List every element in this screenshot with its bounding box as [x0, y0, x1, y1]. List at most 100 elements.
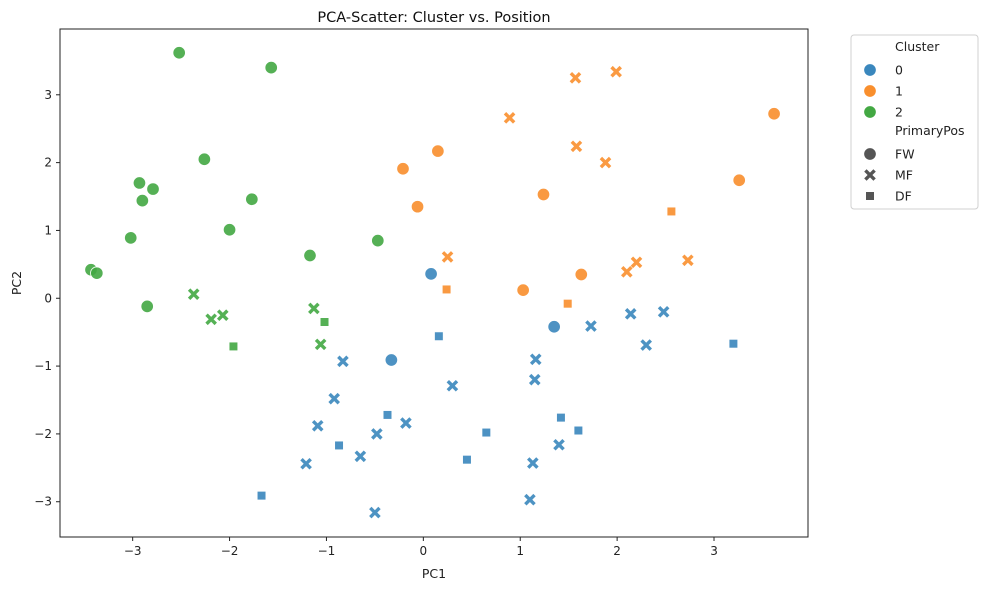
data-point: [140, 299, 154, 314]
data-point: [640, 339, 652, 351]
data-point: [728, 339, 738, 349]
data-point: [524, 493, 536, 506]
data-point: [123, 231, 138, 245]
x-axis-label: PC1: [422, 566, 446, 581]
points-layer: [84, 45, 781, 519]
data-point: [441, 251, 454, 263]
data-point: [553, 438, 565, 451]
y-tick-label: −2: [34, 427, 52, 441]
legend-label-cluster-1: 1: [895, 84, 903, 99]
data-point: [446, 379, 459, 392]
data-point: [300, 457, 312, 470]
data-point: [146, 182, 160, 196]
data-point: [371, 428, 383, 440]
x-tick-label: −1: [318, 544, 336, 558]
data-point: [585, 320, 597, 332]
data-point: [396, 161, 410, 176]
x-tick-label: 2: [613, 544, 621, 558]
x-tick-label: 0: [420, 544, 428, 558]
data-point: [767, 107, 781, 121]
legend-box: [850, 34, 979, 210]
data-point: [172, 45, 186, 60]
legend-marker-cluster-2: [863, 105, 877, 119]
data-point: [187, 288, 200, 300]
data-point: [245, 192, 259, 206]
y-tick-label: 3: [44, 88, 52, 102]
data-point: [431, 144, 445, 158]
data-point: [135, 193, 150, 208]
data-point: [529, 353, 542, 366]
y-tick-label: 1: [44, 223, 52, 237]
data-point: [630, 256, 643, 269]
data-point: [547, 319, 561, 334]
data-point: [303, 248, 317, 263]
data-point: [382, 410, 393, 420]
data-point: [424, 267, 438, 281]
data-point: [666, 206, 676, 217]
legend-label-fw: FW: [895, 147, 915, 162]
data-point: [132, 176, 147, 190]
data-point: [624, 308, 637, 320]
x-tick-label: −2: [221, 544, 239, 558]
data-point: [682, 254, 694, 267]
data-point: [354, 450, 367, 463]
data-point: [197, 152, 212, 166]
data-point: [256, 491, 267, 501]
legend-title-cluster: Cluster: [895, 39, 940, 54]
data-point: [599, 156, 612, 169]
data-point: [222, 223, 237, 237]
data-point: [337, 355, 349, 368]
legend-label-mf: MF: [895, 168, 913, 183]
legend-marker-mf: [864, 169, 876, 181]
data-point: [434, 331, 444, 341]
legend-title-primarypos: PrimaryPos: [895, 123, 965, 138]
y-axis: −3 −2 −1 0 1 2 3: [34, 88, 60, 509]
legend-marker-fw: [863, 147, 877, 161]
x-tick-label: 3: [710, 544, 718, 558]
y-tick-label: −1: [34, 359, 52, 373]
data-point: [732, 173, 746, 187]
legend-marker-cluster-0: [863, 63, 877, 77]
data-point: [334, 440, 344, 451]
x-tick-label: −3: [124, 544, 142, 558]
data-point: [536, 187, 551, 202]
data-point: [400, 417, 412, 429]
data-point: [570, 140, 583, 153]
data-point: [527, 457, 539, 469]
data-point: [264, 60, 278, 75]
legend: Cluster PrimaryPos 0 1 2 FW MF DF: [850, 34, 979, 210]
x-tick-label: 1: [516, 544, 524, 558]
y-tick-label: −3: [34, 495, 52, 509]
data-point: [90, 266, 104, 280]
data-point: [441, 284, 452, 295]
plot-frame: [59, 28, 809, 538]
data-point: [481, 427, 491, 438]
data-point: [503, 112, 516, 124]
y-tick-label: 0: [44, 291, 52, 305]
data-point: [462, 455, 472, 465]
legend-label-cluster-0: 0: [895, 63, 903, 78]
y-axis-label: PC2: [9, 271, 24, 295]
y-tick-label: 2: [44, 156, 52, 170]
data-point: [569, 72, 582, 84]
data-point: [573, 425, 583, 436]
data-point: [610, 65, 622, 78]
data-point: [556, 413, 566, 423]
data-point: [621, 266, 633, 278]
data-point: [369, 506, 381, 519]
data-point: [205, 313, 217, 326]
legend-label-df: DF: [895, 189, 912, 204]
data-point: [371, 233, 385, 248]
data-point: [311, 419, 324, 432]
data-point: [384, 353, 399, 367]
legend-label-cluster-2: 2: [895, 105, 903, 120]
legend-marker-df: [865, 191, 875, 201]
data-point: [410, 199, 425, 214]
data-point: [563, 299, 573, 309]
data-point: [574, 267, 589, 282]
data-point: [657, 306, 670, 318]
legend-marker-cluster-1: [863, 84, 877, 98]
legend-entries: 0 1 2 FW MF DF: [863, 63, 915, 204]
x-axis: −3 −2 −1 0 1 2 3: [124, 537, 718, 558]
